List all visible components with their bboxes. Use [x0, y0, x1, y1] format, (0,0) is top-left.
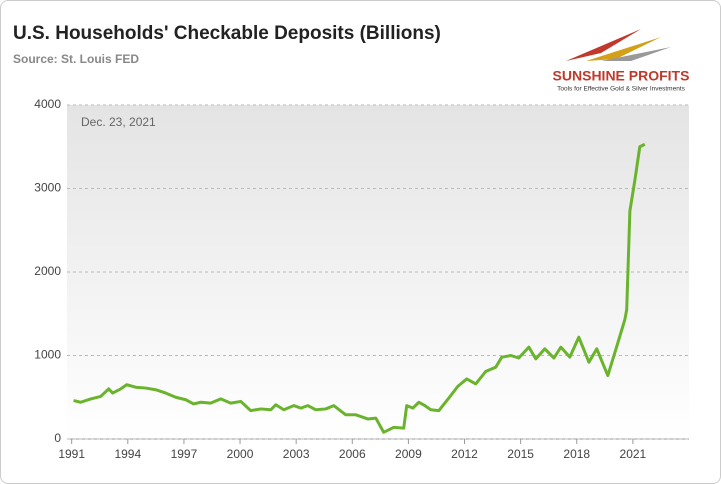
logo [566, 29, 671, 61]
x-tick-label: 2006 [339, 447, 366, 461]
y-tick-label: 2000 [34, 264, 61, 278]
brand: SUNSHINE PROFITS [553, 68, 690, 84]
x-tick-label: 1994 [114, 447, 141, 461]
annotation: Dec. 23, 2021 [81, 115, 156, 129]
y-tick-label: 1000 [34, 348, 61, 362]
x-tick-label: 2015 [507, 447, 534, 461]
x-tick-label: 2000 [227, 447, 254, 461]
x-tick-label: 2018 [563, 447, 590, 461]
x-tick-label: 2021 [620, 447, 647, 461]
x-tick-label: 2012 [451, 447, 478, 461]
y-tick-label: 0 [54, 431, 61, 445]
x-tick-label: 2009 [395, 447, 422, 461]
x-tick-label: 1997 [171, 447, 198, 461]
subtitle: Source: St. Louis FED [13, 52, 139, 66]
tagline: Tools for Effective Gold & Silver Invest… [557, 86, 686, 93]
y-tick-label: 3000 [34, 181, 61, 195]
chart-title: U.S. Households' Checkable Deposits (Bil… [13, 23, 441, 44]
x-tick-label: 2003 [283, 447, 310, 461]
x-tick-label: 1991 [58, 447, 85, 461]
y-tick-label: 4000 [34, 97, 61, 111]
data-line [73, 142, 646, 434]
